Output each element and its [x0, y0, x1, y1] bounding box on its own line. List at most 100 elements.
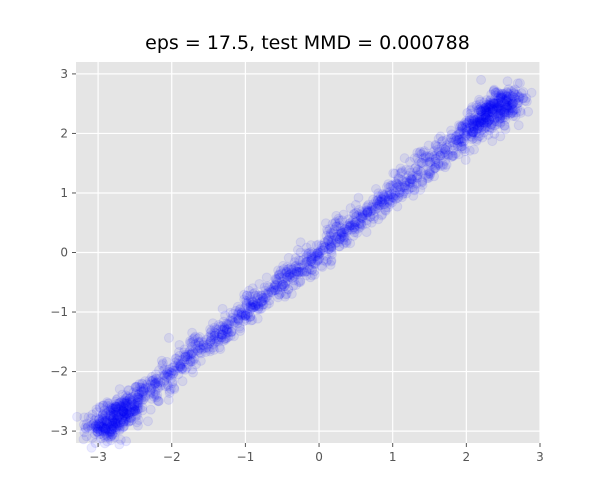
- scatter-point: [414, 148, 425, 159]
- scatter-point: [106, 426, 117, 437]
- scatter-point: [416, 157, 427, 168]
- scatter-point: [371, 203, 382, 214]
- scatter-point: [100, 415, 111, 426]
- scatter-point: [338, 232, 349, 243]
- scatter-point: [102, 424, 113, 435]
- scatter-point: [261, 272, 272, 283]
- scatter-point: [310, 251, 321, 262]
- x-tick-label: −2: [163, 450, 181, 464]
- scatter-point: [105, 410, 116, 421]
- grid: [76, 62, 541, 443]
- scatter-point: [363, 199, 374, 210]
- scatter-point: [131, 417, 142, 428]
- scatter-point: [508, 105, 519, 116]
- scatter-point: [80, 422, 91, 433]
- scatter-point: [247, 296, 258, 307]
- scatter-point: [200, 343, 211, 354]
- scatter-point: [501, 107, 512, 118]
- scatter-point: [190, 343, 201, 354]
- scatter-point: [415, 166, 426, 177]
- scatter-point: [385, 189, 396, 200]
- scatter-point: [232, 318, 243, 329]
- scatter-point: [263, 287, 274, 298]
- scatter-point: [466, 128, 477, 139]
- scatter-point: [129, 399, 140, 410]
- scatter-point: [359, 210, 370, 221]
- scatter-point: [495, 105, 506, 116]
- scatter-point: [497, 89, 508, 100]
- scatter-point: [319, 237, 330, 248]
- scatter-point: [126, 415, 137, 426]
- scatter-point: [133, 398, 144, 409]
- scatter-point: [176, 363, 187, 374]
- scatter-point: [232, 301, 243, 312]
- scatter-point: [124, 407, 135, 418]
- scatter-point: [482, 107, 493, 118]
- scatter-point: [235, 309, 246, 320]
- scatter-point: [507, 91, 518, 102]
- scatter-point: [103, 398, 114, 409]
- scatter-point: [121, 392, 132, 403]
- scatter-point: [211, 336, 222, 347]
- scatter-point: [140, 390, 151, 401]
- scatter-point: [105, 418, 116, 429]
- scatter-point: [198, 340, 209, 351]
- scatter-point: [315, 245, 326, 256]
- scatter-point: [320, 218, 331, 229]
- scatter-point: [312, 254, 323, 265]
- scatter-point: [286, 262, 297, 273]
- scatter-point: [391, 178, 402, 189]
- scatter-point: [145, 379, 156, 390]
- scatter-point: [385, 180, 396, 191]
- scatter-point: [301, 251, 312, 262]
- scatter-point: [503, 98, 514, 109]
- scatter-point: [203, 342, 214, 353]
- scatter-point: [244, 285, 255, 296]
- scatter-point: [272, 276, 283, 287]
- scatter-point: [112, 418, 123, 429]
- scatter-point: [372, 199, 383, 210]
- scatter-point: [188, 336, 199, 347]
- scatter-point: [482, 108, 493, 119]
- scatter-point: [95, 424, 106, 435]
- scatter-point: [222, 327, 233, 338]
- scatter-point: [176, 359, 187, 370]
- scatter-point: [401, 184, 412, 195]
- scatter-point: [130, 411, 141, 422]
- scatter-point: [222, 319, 233, 330]
- scatter-point: [483, 102, 494, 113]
- scatter-point: [111, 415, 122, 426]
- scatter-point: [86, 442, 97, 453]
- scatter-point: [107, 420, 118, 431]
- scatter-point: [272, 284, 283, 295]
- scatter-point: [88, 419, 99, 430]
- scatter-point: [225, 330, 236, 341]
- scatter-point: [112, 413, 123, 424]
- scatter-point: [488, 109, 499, 120]
- scatter-point: [209, 334, 220, 345]
- scatter-point: [423, 172, 434, 183]
- scatter-point: [486, 113, 497, 124]
- scatter-point: [108, 407, 119, 418]
- scatter-point: [126, 407, 137, 418]
- scatter-point: [214, 342, 225, 353]
- scatter-point: [493, 110, 504, 121]
- scatter-point: [507, 98, 518, 109]
- scatter-point: [150, 374, 161, 385]
- scatter-point: [110, 401, 121, 412]
- scatter-point: [348, 208, 359, 219]
- scatter-point: [149, 379, 160, 390]
- scatter-point: [477, 105, 488, 116]
- scatter-point: [412, 169, 423, 180]
- scatter-point: [208, 342, 219, 353]
- scatter-point: [131, 386, 142, 397]
- scatter-point: [133, 389, 144, 400]
- scatter-point: [110, 417, 121, 428]
- scatter-point: [483, 129, 494, 140]
- scatter-point: [485, 100, 496, 111]
- scatter-point: [227, 316, 238, 327]
- scatter-point: [208, 344, 219, 355]
- scatter-point: [108, 412, 119, 423]
- scatter-point: [109, 422, 120, 433]
